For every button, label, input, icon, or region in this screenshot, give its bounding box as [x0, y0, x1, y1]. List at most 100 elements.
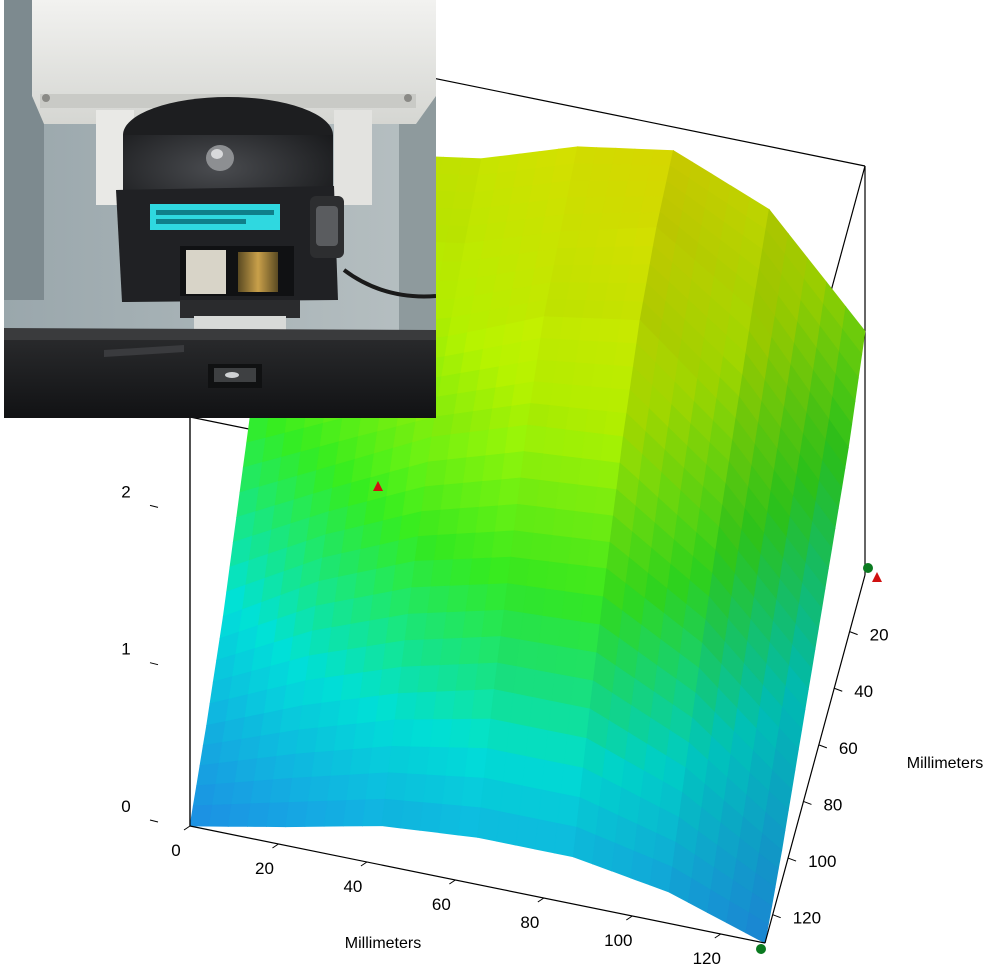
- surface-facet: [483, 748, 508, 783]
- surface-facet: [227, 803, 252, 827]
- surface-facet: [512, 666, 537, 698]
- surface-facet: [630, 245, 654, 266]
- surface-facet: [426, 746, 450, 777]
- surface-facet: [551, 673, 575, 706]
- surface-facet: [266, 802, 290, 828]
- y-tick-label: 120: [793, 909, 821, 928]
- surface-facet: [585, 282, 609, 302]
- green-corner-marker: [756, 944, 766, 954]
- surface-facet: [515, 815, 539, 850]
- surface-facet: [496, 811, 520, 846]
- surface-facet: [614, 228, 638, 248]
- surface-facet: [562, 299, 587, 319]
- surface-facet: [440, 482, 464, 511]
- surface-facet: [475, 505, 499, 534]
- surface-facet: [464, 747, 488, 779]
- y-tick-label: 100: [808, 852, 836, 871]
- surface-facet: [540, 316, 564, 340]
- axis-labels: Millimeters Millimeters: [345, 755, 983, 952]
- surface-facet: [569, 264, 593, 284]
- y-tick: [849, 631, 858, 636]
- surface-facet: [542, 427, 567, 457]
- x-tick-label: 20: [255, 859, 274, 878]
- surface-facet: [583, 566, 608, 598]
- surface-facet: [407, 586, 432, 615]
- surface-facet: [637, 211, 661, 229]
- surface-facet: [403, 773, 428, 804]
- surface-facet: [529, 532, 553, 563]
- surface-facet: [420, 638, 444, 667]
- surface-facet: [601, 300, 625, 321]
- surface-facet: [500, 609, 524, 641]
- surface-facet: [471, 689, 495, 720]
- surface-mesh: [189, 135, 866, 944]
- surface-facet: [519, 612, 543, 644]
- surface-facet: [523, 424, 548, 455]
- surface-facet: [545, 561, 569, 593]
- surface-facet: [595, 228, 619, 249]
- surface-facet: [452, 689, 476, 720]
- surface-facet: [499, 781, 523, 817]
- surface-facet: [461, 776, 485, 809]
- surface-facet: [509, 693, 533, 728]
- surface-facet: [607, 388, 631, 415]
- surface-facet: [384, 772, 408, 802]
- surface-facet: [212, 782, 236, 806]
- surface-facet: [250, 779, 274, 805]
- surface-facet: [459, 481, 483, 510]
- surface-facet: [534, 819, 558, 854]
- x-tick: [714, 933, 722, 939]
- surface-facet: [439, 637, 463, 666]
- surface-facet: [640, 196, 664, 214]
- surface-facet: [608, 164, 633, 182]
- surface-facet: [577, 621, 601, 654]
- corner-markers: [373, 481, 882, 954]
- surface-facet: [553, 247, 578, 267]
- surface-facet: [570, 163, 594, 182]
- surface-facet: [397, 665, 422, 695]
- surface-facet: [574, 484, 598, 515]
- surface-facet: [554, 645, 578, 678]
- surface-facet: [542, 588, 566, 620]
- y-tick: [818, 744, 828, 749]
- z-tick: [149, 662, 159, 666]
- surface-facet: [588, 264, 613, 284]
- z-tick-label: 0: [121, 797, 130, 816]
- surface-facet: [417, 509, 442, 537]
- surface-facet: [432, 190, 457, 210]
- surface-facet: [559, 317, 583, 342]
- surface-facet: [445, 225, 469, 245]
- surface-facet: [506, 722, 530, 757]
- red-corner-marker: [373, 481, 383, 491]
- surface-facet: [557, 230, 581, 250]
- surface-facet: [572, 362, 596, 388]
- surface-facet: [563, 734, 588, 769]
- surface-facet: [490, 689, 514, 724]
- surface-facet: [547, 700, 572, 736]
- surface-facet: [566, 282, 590, 302]
- surface-facet: [430, 559, 454, 588]
- surface-facet: [448, 208, 473, 228]
- surface-facet: [572, 247, 597, 266]
- surface-facet: [567, 180, 591, 199]
- surface-facet: [624, 180, 648, 198]
- surface-facet: [590, 513, 614, 543]
- surface-facet: [522, 756, 546, 791]
- surface-facet: [600, 434, 624, 464]
- surface-facet: [611, 246, 635, 266]
- surface-facet: [342, 799, 367, 827]
- surface-facet: [536, 479, 560, 510]
- surface-facet: [647, 165, 671, 182]
- y-axis-line: [764, 574, 866, 944]
- surface-facet: [323, 800, 348, 827]
- bounding-box-front: [189, 417, 866, 944]
- surface-facet: [527, 403, 551, 428]
- surface-facet: [570, 676, 594, 710]
- surface-facet: [442, 611, 467, 640]
- x-tick: [360, 861, 368, 867]
- y-axis-title: Millimeters: [907, 755, 983, 772]
- surface-facet: [589, 163, 613, 182]
- surface-facet: [520, 451, 544, 481]
- surface-facet: [560, 213, 584, 233]
- surface-facet: [602, 196, 626, 215]
